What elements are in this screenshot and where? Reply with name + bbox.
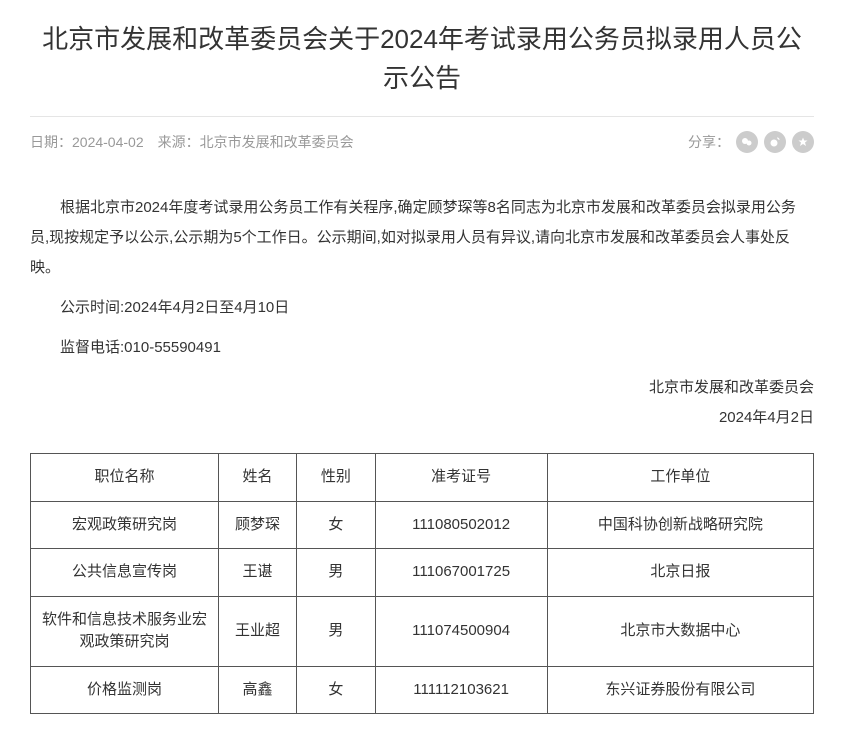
source-label: 来源： [158,134,200,150]
paragraph-phone: 监督电话:010-55590491 [30,333,814,363]
candidates-table: 职位名称 姓名 性别 准考证号 工作单位 宏观政策研究岗 顾梦琛 女 11108… [30,453,814,714]
td-position: 公共信息宣传岗 [31,549,219,597]
th-name: 姓名 [218,454,296,502]
signature-date: 2024年4月2日 [30,403,814,433]
share-weibo-icon[interactable] [764,131,786,153]
td-name: 王业超 [218,596,296,666]
share-more-icon[interactable] [792,131,814,153]
td-gender: 女 [297,501,375,549]
td-position: 宏观政策研究岗 [31,501,219,549]
title-divider [30,116,814,117]
th-position: 职位名称 [31,454,219,502]
paragraph-intro: 根据北京市2024年度考试录用公务员工作有关程序,确定顾梦琛等8名同志为北京市发… [30,193,814,283]
td-unit: 北京市大数据中心 [547,596,813,666]
td-exam-no: 111067001725 [375,549,547,597]
td-exam-no: 111074500904 [375,596,547,666]
share-label: 分享： [688,132,730,152]
th-gender: 性别 [297,454,375,502]
table-row: 宏观政策研究岗 顾梦琛 女 111080502012 中国科协创新战略研究院 [31,501,814,549]
td-name: 顾梦琛 [218,501,296,549]
td-exam-no: 111112103621 [375,666,547,714]
td-gender: 男 [297,549,375,597]
td-unit: 东兴证券股份有限公司 [547,666,813,714]
td-gender: 男 [297,596,375,666]
td-unit: 北京日报 [547,549,813,597]
th-unit: 工作单位 [547,454,813,502]
table-row: 公共信息宣传岗 王谌 男 111067001725 北京日报 [31,549,814,597]
date-value: 2024-04-02 [72,134,144,150]
share-wechat-icon[interactable] [736,131,758,153]
td-position: 价格监测岗 [31,666,219,714]
paragraph-period: 公示时间:2024年4月2日至4月10日 [30,293,814,323]
td-name: 高鑫 [218,666,296,714]
td-position: 软件和信息技术服务业宏观政策研究岗 [31,596,219,666]
page-title: 北京市发展和改革委员会关于2024年考试录用公务员拟录用人员公示公告 [30,20,814,98]
signature-block: 北京市发展和改革委员会 2024年4月2日 [30,373,814,433]
td-unit: 中国科协创新战略研究院 [547,501,813,549]
td-gender: 女 [297,666,375,714]
meta-left: 日期：2024-04-02 来源：北京市发展和改革委员会 [30,132,354,152]
source-block: 来源：北京市发展和改革委员会 [158,132,354,152]
source-value: 北京市发展和改革委员会 [200,134,354,150]
table-header-row: 职位名称 姓名 性别 准考证号 工作单位 [31,454,814,502]
share-area: 分享： [688,131,814,153]
signature-org: 北京市发展和改革委员会 [30,373,814,403]
table-row: 软件和信息技术服务业宏观政策研究岗 王业超 男 111074500904 北京市… [31,596,814,666]
table-row: 价格监测岗 高鑫 女 111112103621 东兴证券股份有限公司 [31,666,814,714]
date-label: 日期： [30,134,72,150]
meta-row: 日期：2024-04-02 来源：北京市发展和改革委员会 分享： [30,131,814,153]
td-exam-no: 111080502012 [375,501,547,549]
date-block: 日期：2024-04-02 [30,132,144,152]
th-exam-no: 准考证号 [375,454,547,502]
td-name: 王谌 [218,549,296,597]
